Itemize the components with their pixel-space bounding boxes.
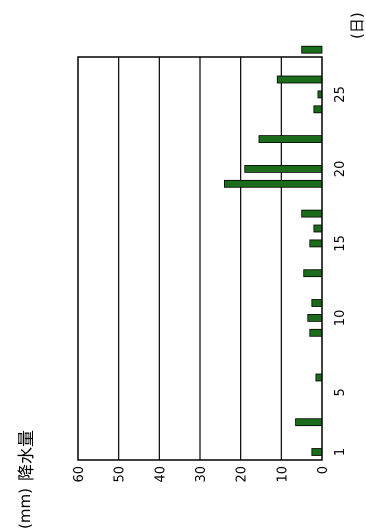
bar-day-17 — [301, 209, 323, 218]
x-tick-label: 10 — [333, 310, 348, 327]
bar-day-19 — [223, 179, 323, 188]
bar-day-24 — [313, 105, 323, 114]
bar-day-1 — [311, 448, 323, 456]
bar-day-16 — [313, 224, 323, 233]
plot-frame — [77, 56, 323, 461]
bar-day-9 — [309, 328, 323, 337]
y-tick-label: 10 — [275, 466, 290, 483]
y-tick-labels: 0 10 20 30 40 50 60 — [72, 466, 331, 483]
bar-day-6 — [315, 373, 323, 382]
y-axis-label: 降水量 — [17, 430, 37, 481]
x-tick-label: 20 — [333, 161, 348, 178]
bar-day-11 — [311, 299, 323, 307]
bars — [223, 45, 323, 456]
bar-day-28 — [301, 45, 323, 54]
y-tick-label: 20 — [235, 466, 250, 483]
x-tick-label: 15 — [333, 235, 348, 252]
x-tick-label: 1 — [333, 448, 348, 456]
y-tick-label: 50 — [113, 466, 128, 483]
y-tick-label: 60 — [72, 466, 87, 483]
y-tick-label: 30 — [194, 466, 209, 483]
y-tick-label: 40 — [153, 466, 168, 483]
bar-day-10 — [307, 313, 323, 322]
bar-day-15 — [309, 239, 323, 248]
bar-day-3 — [295, 418, 323, 427]
x-tick-label: 5 — [333, 388, 348, 396]
x-tick-label: 25 — [333, 86, 348, 103]
bar-day-20 — [244, 164, 323, 173]
bar-day-26 — [276, 75, 323, 84]
gridlines — [118, 57, 282, 460]
unit-label: (mm) — [16, 488, 34, 529]
bar-day-13 — [303, 269, 323, 278]
x-axis-label: (日) — [348, 12, 366, 39]
bar-day-22 — [258, 135, 323, 144]
y-tick-label: 0 — [316, 466, 331, 474]
